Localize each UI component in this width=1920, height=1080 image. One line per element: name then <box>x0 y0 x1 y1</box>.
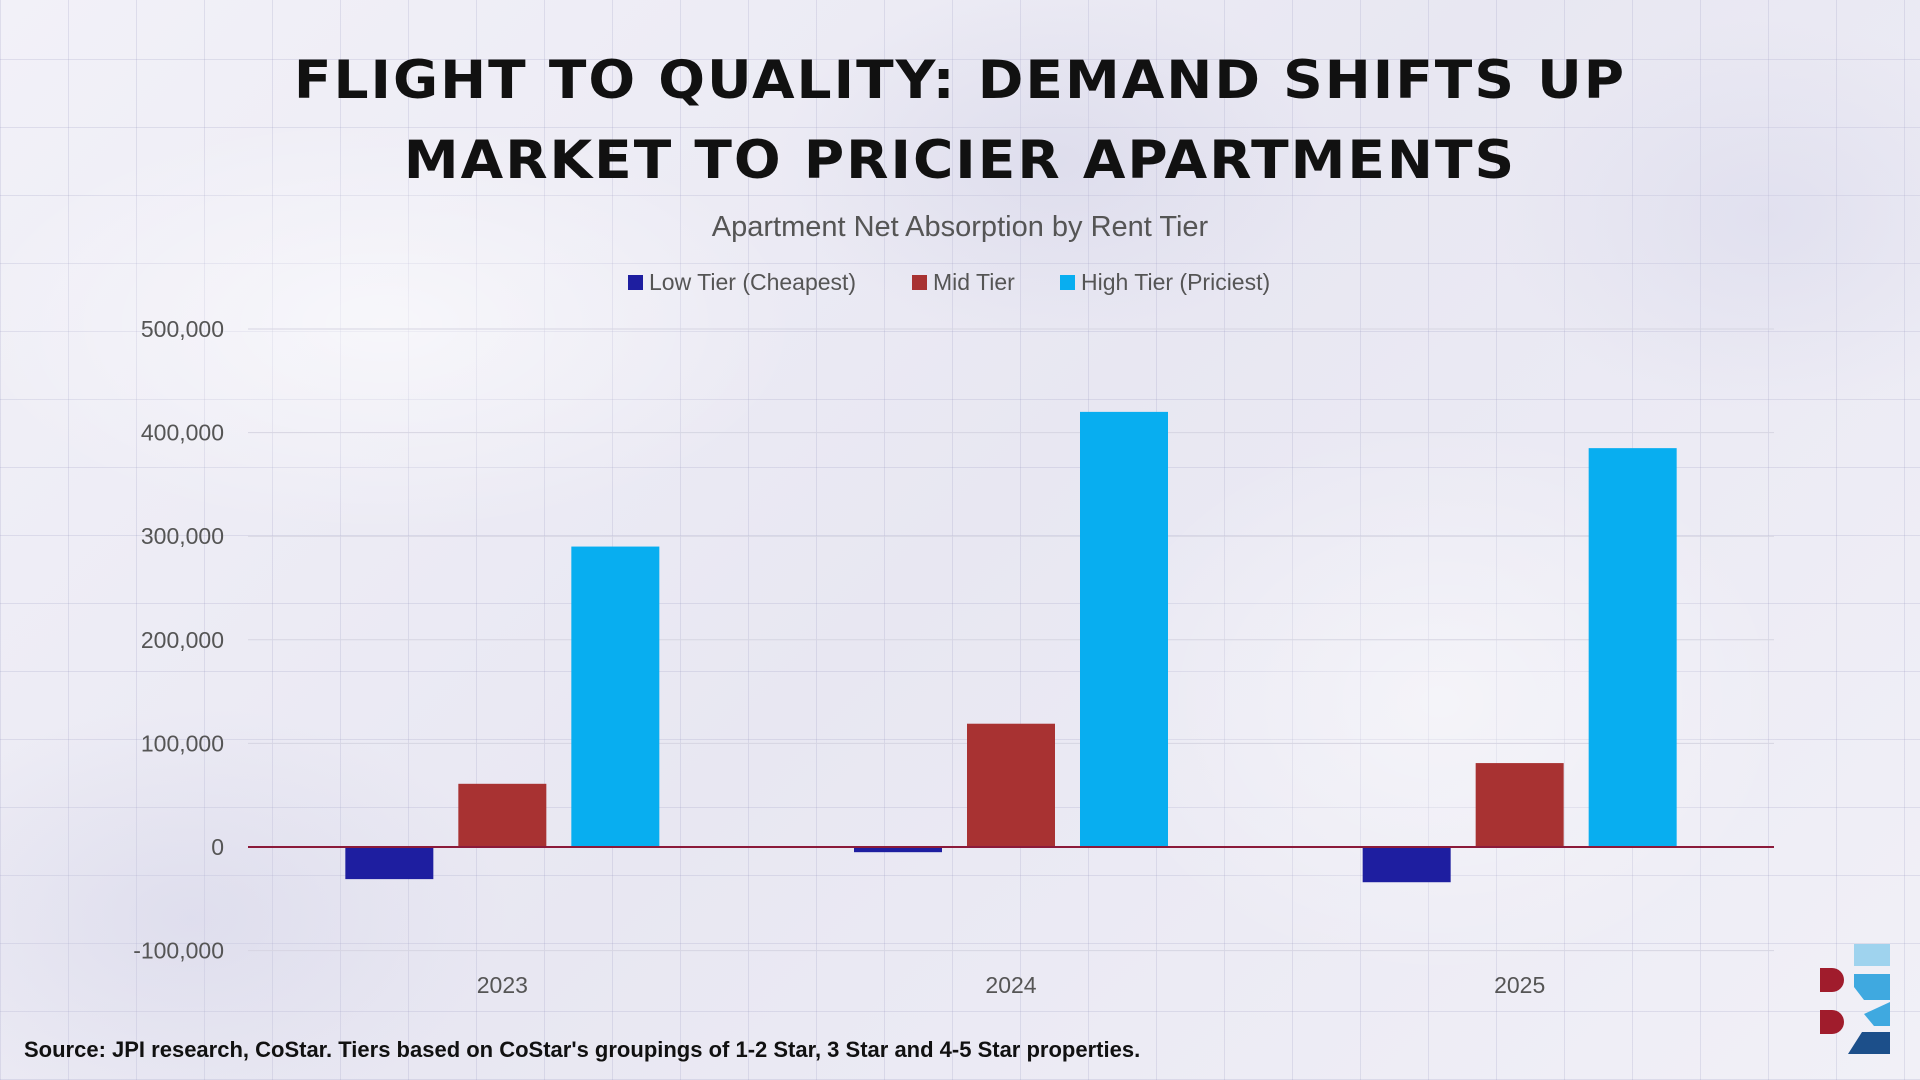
logo-bar-top <box>1854 944 1890 966</box>
logo-b-lower <box>1820 1010 1844 1034</box>
legend-label: Low Tier (Cheapest) <box>649 269 856 295</box>
y-tick-label: -100,000 <box>133 938 224 964</box>
y-tick-label: 200,000 <box>141 627 224 653</box>
bar <box>1080 411 1168 847</box>
logo-chevron-upper <box>1854 974 1890 1000</box>
bar <box>571 546 660 847</box>
legend-label: High Tier (Priciest) <box>1081 269 1270 295</box>
bar <box>458 783 547 847</box>
bar <box>854 847 942 853</box>
y-tick-label: 500,000 <box>141 316 224 342</box>
logo-chevron-mid <box>1864 1002 1890 1026</box>
y-tick-label: 400,000 <box>141 420 224 446</box>
x-tick-label: 2025 <box>1494 972 1545 998</box>
bar <box>1362 847 1451 883</box>
bar <box>1588 448 1677 847</box>
legend-swatch <box>1060 275 1075 290</box>
x-tick-label: 2023 <box>477 972 528 998</box>
bar <box>967 723 1055 847</box>
legend-swatch <box>628 275 643 290</box>
logo-base <box>1848 1032 1890 1054</box>
y-tick-label: 100,000 <box>141 730 224 756</box>
bar <box>1475 763 1564 847</box>
x-tick-label: 2024 <box>985 972 1036 998</box>
legend-swatch <box>912 275 927 290</box>
title-line-2: MARKET TO PRICIER APARTMENTS <box>403 129 1517 191</box>
brand-b-logo-icon <box>1820 944 1890 1054</box>
y-tick-label: 300,000 <box>141 523 224 549</box>
chart-subtitle: Apartment Net Absorption by Rent Tier <box>712 211 1209 243</box>
title-line-1: FLIGHT TO QUALITY: DEMAND SHIFTS UP <box>293 49 1627 111</box>
bar <box>345 847 434 880</box>
logo-b-upper <box>1820 968 1844 992</box>
legend-label: Mid Tier <box>933 269 1015 295</box>
chart-title-banner: FLIGHT TO QUALITY: DEMAND SHIFTS UP MARK… <box>0 40 1920 200</box>
y-tick-label: 0 <box>211 834 224 860</box>
source-note: Source: JPI research, CoStar. Tiers base… <box>24 1037 1141 1062</box>
